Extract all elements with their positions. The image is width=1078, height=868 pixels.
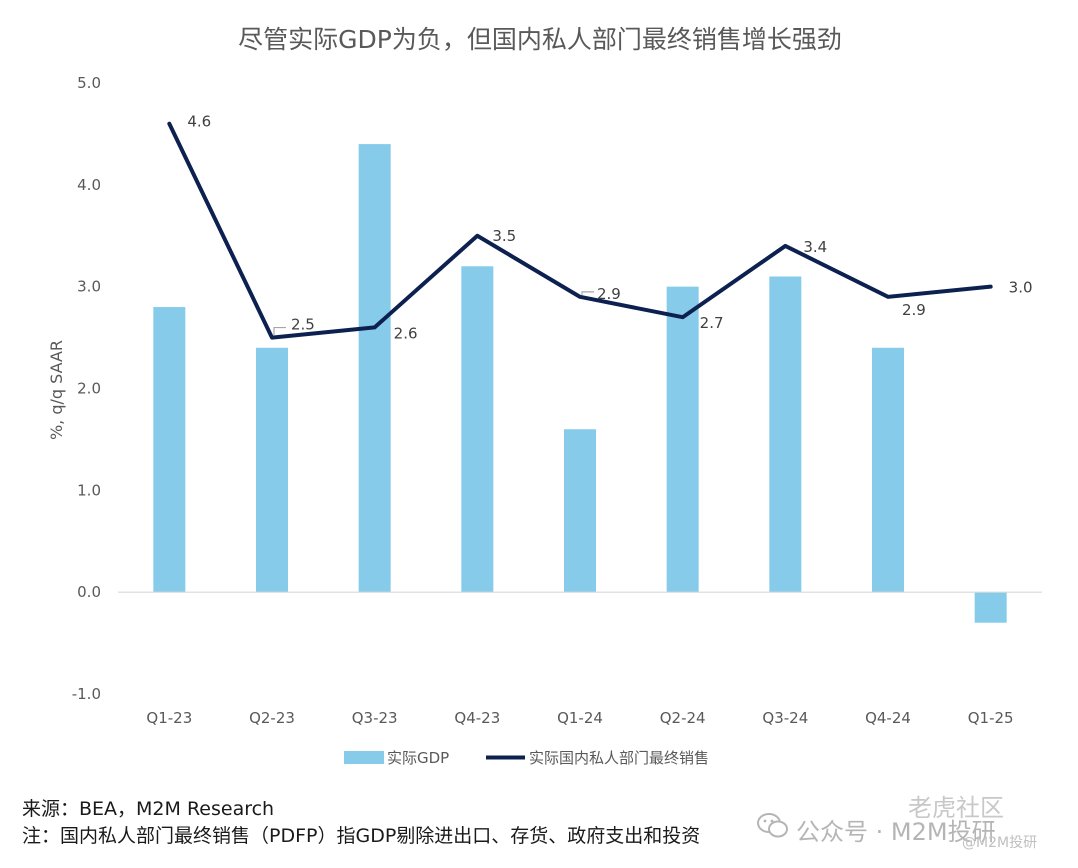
label-leader-line xyxy=(581,291,594,295)
pdfp-data-label: 2.7 xyxy=(700,314,724,332)
y-tick-label: 1.0 xyxy=(77,481,101,499)
label-leader-line xyxy=(273,326,286,336)
gdp-bar xyxy=(256,347,288,593)
gdp-bar xyxy=(564,429,596,593)
pdfp-data-label: 3.0 xyxy=(1009,279,1033,297)
y-tick-label: 4.0 xyxy=(77,176,101,194)
gdp-bar xyxy=(461,266,494,593)
watermark-handle: @M2M投研 xyxy=(962,835,1038,851)
y-tick-label: 5.0 xyxy=(77,74,101,92)
x-tick-label: Q3-23 xyxy=(352,709,398,727)
pdfp-data-label: 4.6 xyxy=(187,113,211,131)
pdfp-data-label: 2.6 xyxy=(394,324,418,342)
legend-label-gdp: 实际GDP xyxy=(387,749,449,767)
notes: 来源：BEA，M2M Research 注：国内私人部门最终销售（PDFP）指G… xyxy=(22,796,700,850)
x-tick-label: Q4-23 xyxy=(454,709,500,727)
x-tick-label: Q3-24 xyxy=(762,709,808,727)
pdfp-data-label: 3.4 xyxy=(803,238,827,256)
y-tick-label: 2.0 xyxy=(77,380,101,398)
pdfp-data-label: 2.5 xyxy=(291,316,315,334)
legend: 实际GDP 实际国内私人部门最终销售 xyxy=(344,749,709,767)
watermark-community: 老虎社区 xyxy=(908,794,1004,822)
y-axis-label: %, q/q SAAR xyxy=(47,340,66,440)
x-tick-label: Q2-24 xyxy=(660,709,706,727)
gdp-bars xyxy=(153,144,1007,623)
chart-area: 尽管实际GDP为负，但国内私人部门最终销售增长强劲 %, q/q SAAR -1… xyxy=(47,25,1042,767)
pdfp-data-labels: 4.6 2.5 2.6 3.5 2.9 2.7 3.4 2.9 3.0 xyxy=(187,113,1032,343)
legend-swatch-gdp xyxy=(344,751,384,764)
chart-title: 尽管实际GDP为负，但国内私人部门最终销售增长强劲 xyxy=(238,25,842,54)
x-tick-label: Q4-24 xyxy=(865,709,911,727)
gdp-bar xyxy=(666,286,699,593)
pdfp-data-label: 2.9 xyxy=(902,301,926,319)
x-tick-label: Q1-25 xyxy=(968,709,1014,727)
gdp-bar xyxy=(872,347,904,593)
gdp-bar xyxy=(153,307,186,593)
watermark-wechat: 公众号 · M2M投研 xyxy=(796,818,996,846)
pdfp-line-path xyxy=(167,121,993,340)
x-axis-ticks: Q1-23 Q2-23 Q3-23 Q4-23 Q1-24 Q2-24 Q3-24 Q4-24… xyxy=(146,709,1013,727)
gdp-bar xyxy=(358,144,391,593)
source-note: 来源：BEA，M2M Research xyxy=(22,798,275,820)
gdp-bar xyxy=(769,276,802,593)
y-tick-label: 0.0 xyxy=(77,583,101,601)
gdp-bar xyxy=(974,592,1007,623)
wechat-icon xyxy=(757,813,788,838)
x-tick-label: Q1-23 xyxy=(146,709,192,727)
y-tick-label: 3.0 xyxy=(77,278,101,296)
footnote: 注：国内私人部门最终销售（PDFP）指GDP剔除进出口、存货、政府支出和投资 xyxy=(22,825,701,847)
x-tick-label: Q2-23 xyxy=(249,709,295,727)
y-tick-label: -1.0 xyxy=(72,685,101,703)
legend-label-pdfp: 实际国内私人部门最终销售 xyxy=(529,749,709,767)
x-tick-label: Q1-24 xyxy=(557,709,603,727)
y-axis-ticks: -1.0 0.0 1.0 2.0 3.0 4.0 5.0 xyxy=(72,74,101,703)
pdfp-data-label: 3.5 xyxy=(492,227,516,245)
pdfp-line xyxy=(167,121,993,340)
pdfp-data-label: 2.9 xyxy=(597,285,621,303)
